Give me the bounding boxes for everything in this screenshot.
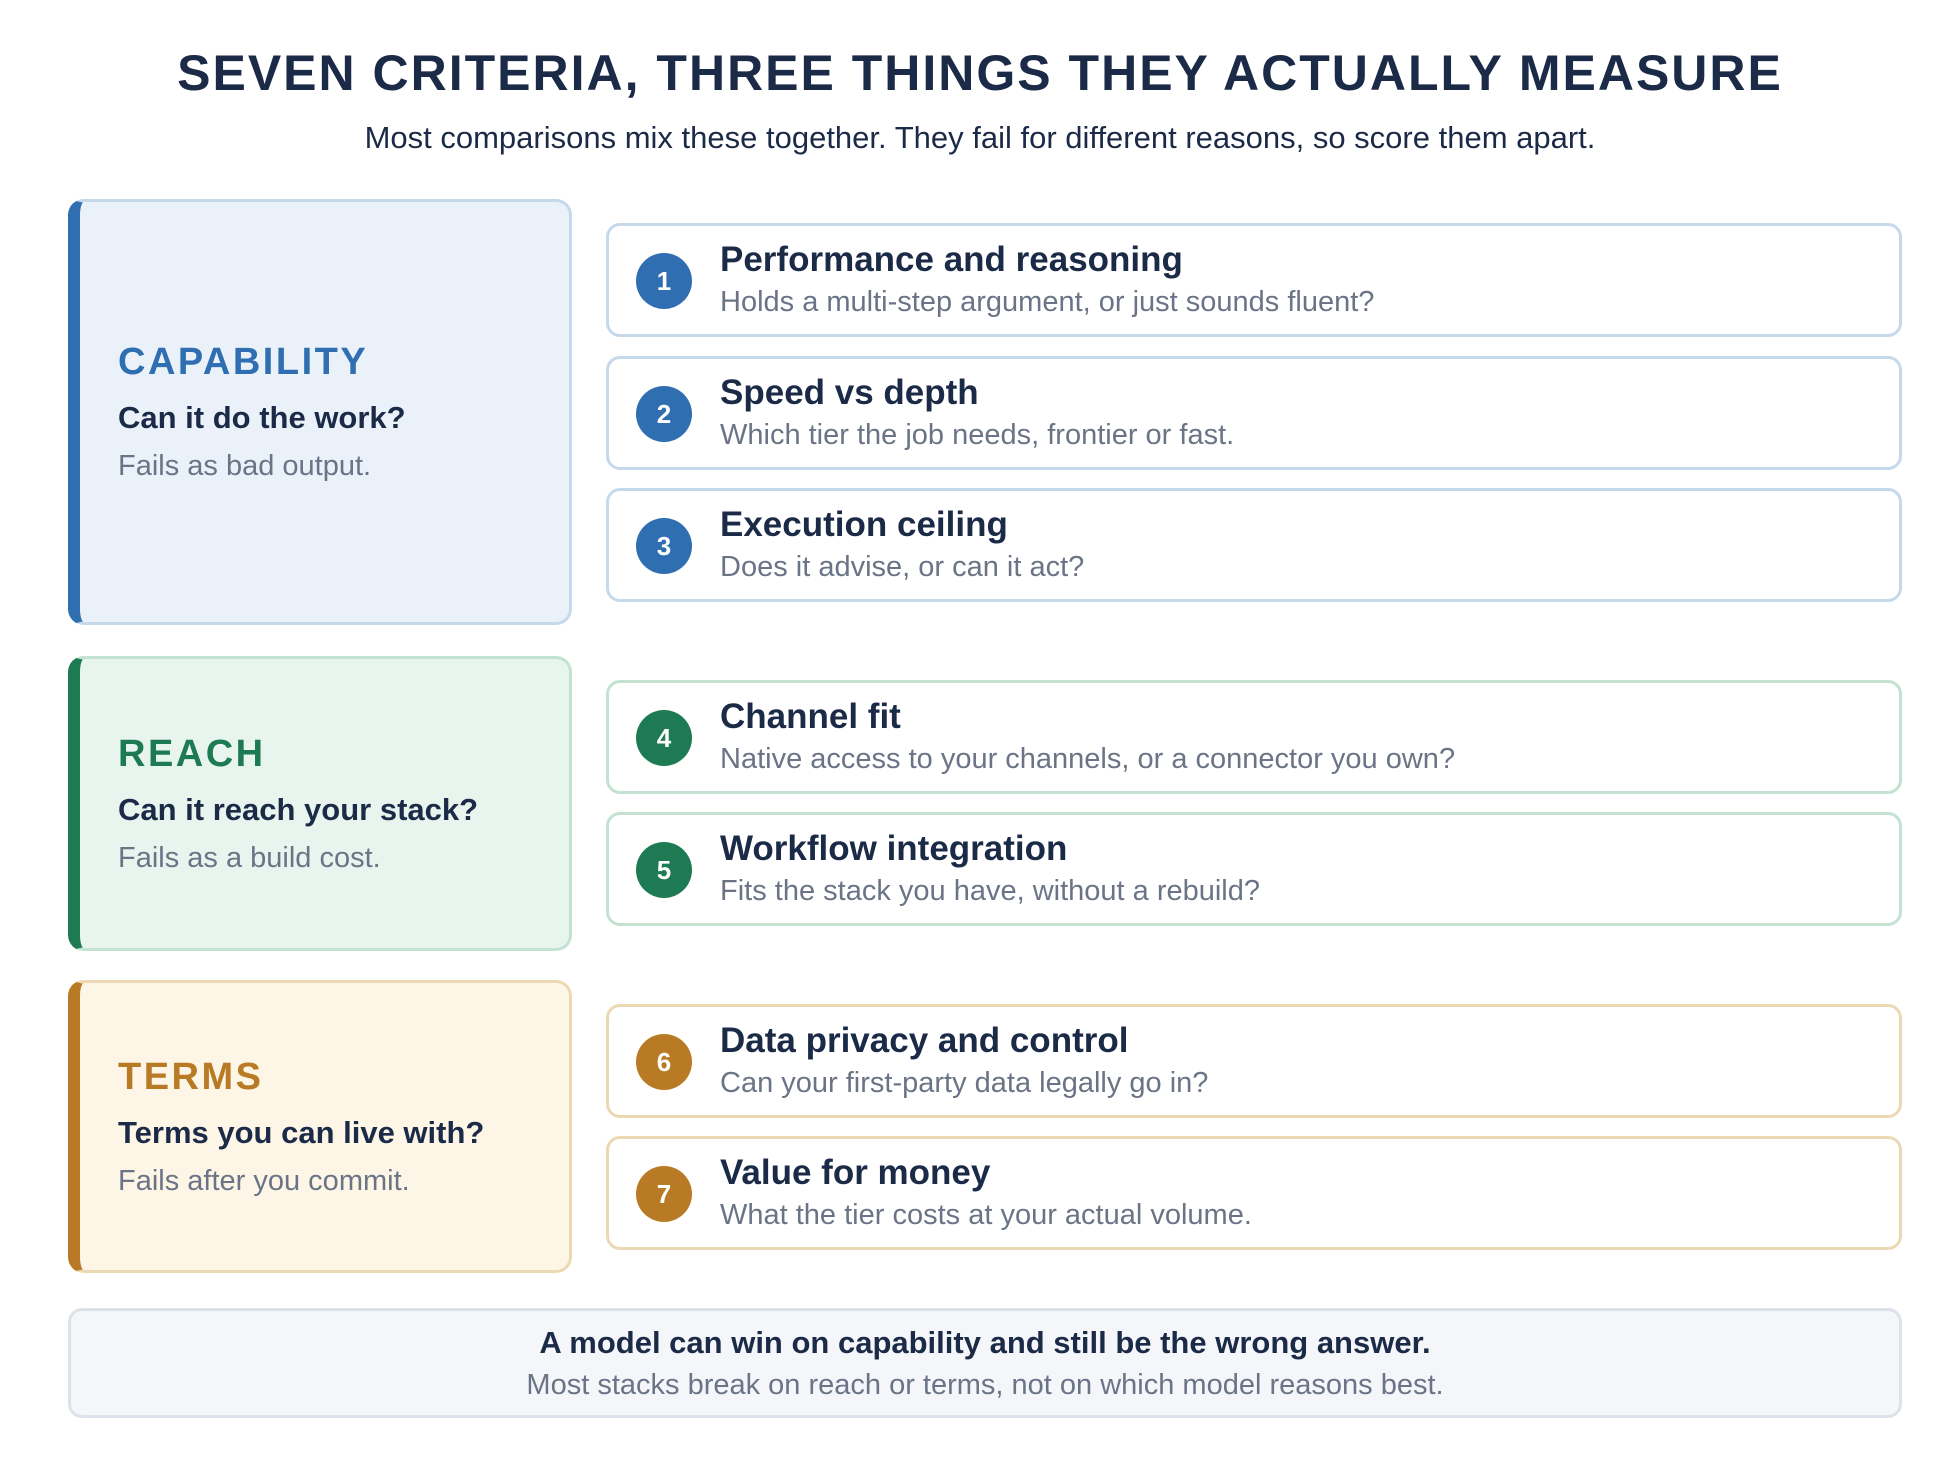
criterion-title: Performance and reasoning: [720, 240, 1183, 279]
criterion-description: Fits the stack you have, without a rebui…: [720, 875, 1261, 907]
criterion-number-badge: 2: [636, 386, 692, 442]
criterion-title: Channel fit: [720, 697, 901, 736]
criterion-description: Can your first-party data legally go in?: [720, 1067, 1209, 1099]
group-question: Can it reach your stack?: [118, 791, 479, 827]
page-title: SEVEN CRITERIA, THREE THINGS THEY ACTUAL…: [177, 45, 1783, 101]
criterion-card-4: 4 Channel fit Native access to your chan…: [606, 680, 1902, 794]
group-card-terms: TERMS Terms you can live with? Fails aft…: [68, 980, 572, 1273]
criterion-card-5: 5 Workflow integration Fits the stack yo…: [606, 812, 1902, 926]
criterion-card-2: 2 Speed vs depth Which tier the job need…: [606, 356, 1902, 470]
criterion-number-badge: 6: [636, 1034, 692, 1090]
criterion-description: Native access to your channels, or a con…: [720, 743, 1456, 775]
criterion-card-6: 6 Data privacy and control Can your firs…: [606, 1004, 1902, 1118]
group-question: Terms you can live with?: [118, 1114, 485, 1150]
criterion-title: Data privacy and control: [720, 1021, 1129, 1060]
group-card-capability: CAPABILITY Can it do the work? Fails as …: [68, 199, 572, 625]
criterion-number-badge: 3: [636, 518, 692, 574]
criterion-card-3: 3 Execution ceiling Does it advise, or c…: [606, 488, 1902, 602]
criterion-card-7: 7 Value for money What the tier costs at…: [606, 1136, 1902, 1250]
criterion-title: Execution ceiling: [720, 505, 1008, 544]
criterion-number-badge: 5: [636, 842, 692, 898]
criterion-description: Holds a multi-step argument, or just sou…: [720, 286, 1375, 318]
group-failure: Fails as a build cost.: [118, 841, 381, 874]
criterion-title: Speed vs depth: [720, 373, 979, 412]
criterion-number-badge: 7: [636, 1166, 692, 1222]
group-name: CAPABILITY: [118, 341, 369, 383]
group-failure: Fails after you commit.: [118, 1164, 410, 1197]
footer-callout: A model can win on capability and still …: [68, 1308, 1902, 1418]
group-question: Can it do the work?: [118, 400, 406, 435]
group-name: TERMS: [118, 1055, 264, 1098]
criterion-card-1: 1 Performance and reasoning Holds a mult…: [606, 223, 1902, 337]
criterion-description: Does it advise, or can it act?: [720, 551, 1085, 583]
criterion-title: Workflow integration: [720, 829, 1068, 868]
group-failure: Fails as bad output.: [118, 450, 372, 482]
group-name: REACH: [118, 732, 266, 775]
criterion-number-badge: 1: [636, 253, 692, 309]
footer-main-text: A model can win on capability and still …: [539, 1325, 1431, 1360]
footer-sub-text: Most stacks break on reach or terms, not…: [526, 1369, 1444, 1401]
group-card-reach: REACH Can it reach your stack? Fails as …: [68, 656, 572, 951]
page-subtitle: Most comparisons mix these together. The…: [364, 120, 1596, 155]
criterion-title: Value for money: [720, 1153, 991, 1192]
criterion-description: Which tier the job needs, frontier or fa…: [720, 419, 1235, 451]
criterion-description: What the tier costs at your actual volum…: [720, 1199, 1252, 1231]
criterion-number-badge: 4: [636, 710, 692, 766]
